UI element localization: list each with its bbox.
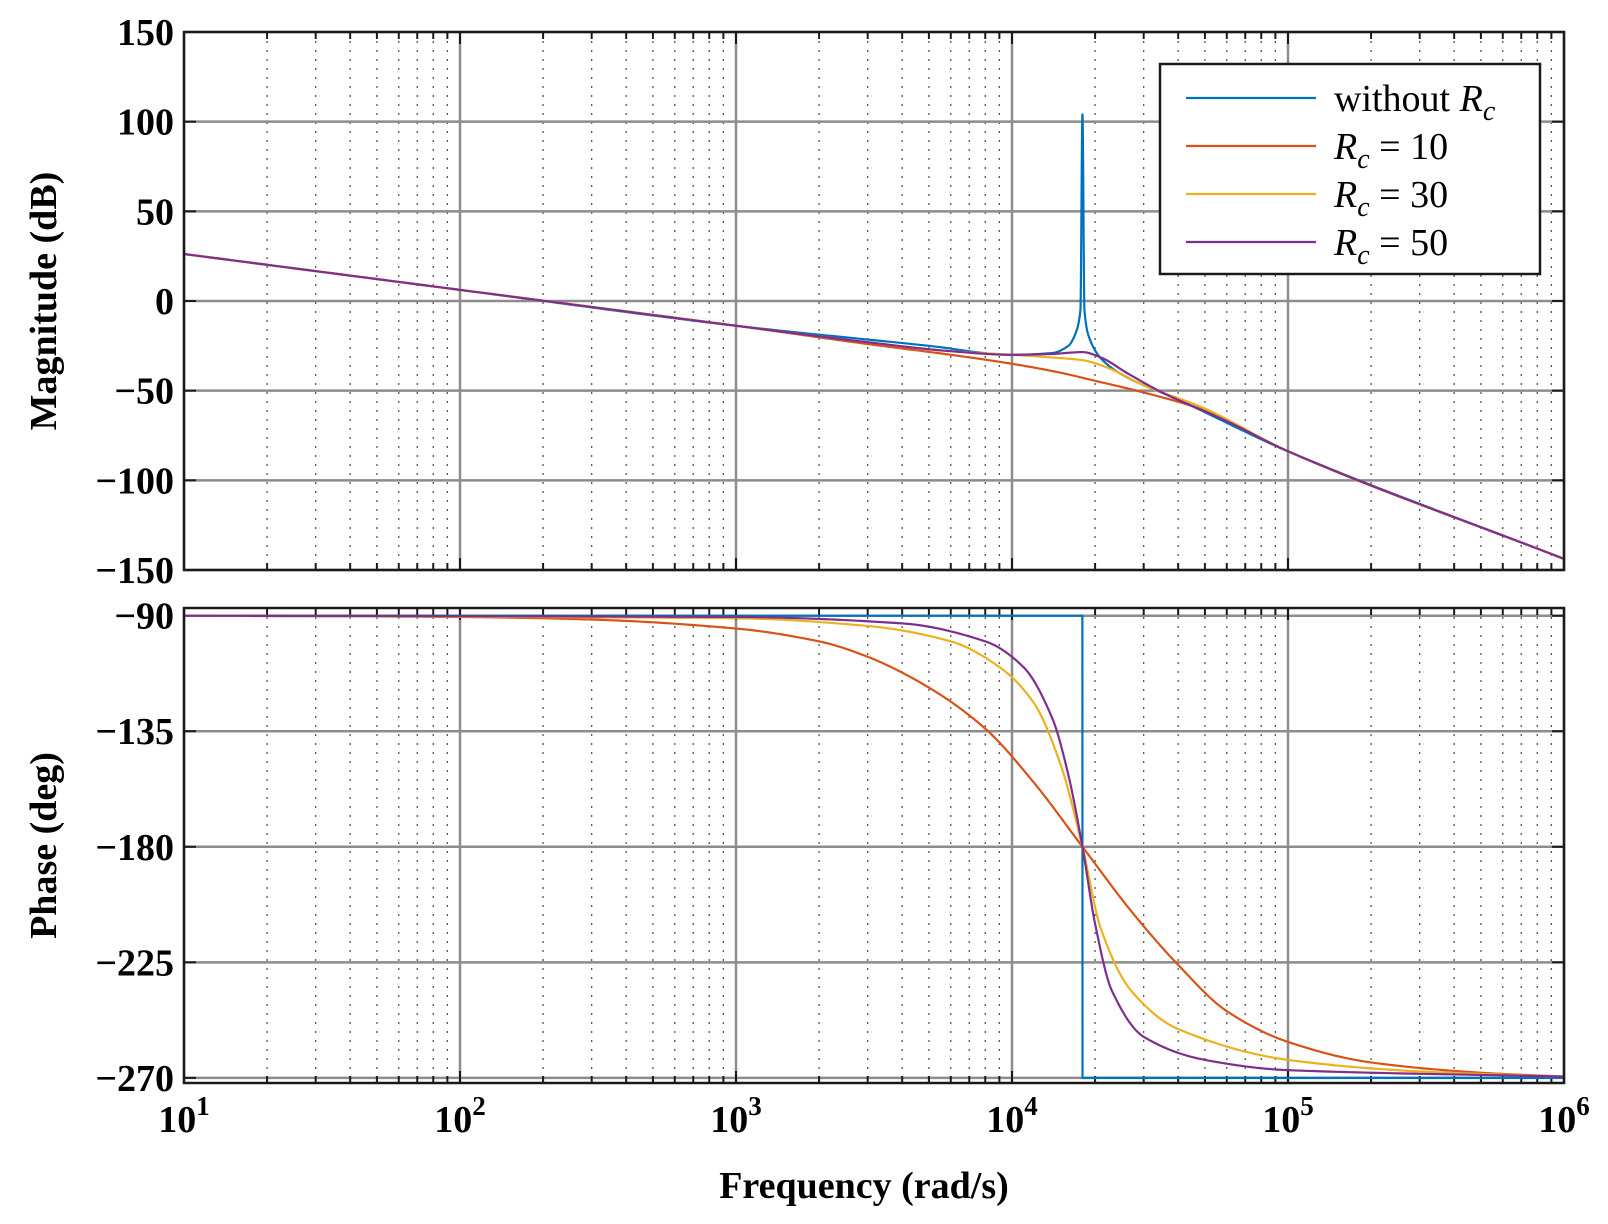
legend-entry: Rc = 30: [1333, 174, 1448, 223]
phase-line-series-3: [184, 614, 1564, 1078]
magnitude-y-tick-label: 50: [136, 191, 174, 233]
x-axis: 101 102 103 104 105 106 Frequency (rad/s): [158, 1091, 1590, 1207]
x-tick-label: 106: [1538, 1091, 1590, 1141]
magnitude-y-tick-label: −150: [95, 550, 174, 592]
phase-y-tick-label: −90: [114, 596, 174, 638]
x-tick-label: 101: [158, 1091, 210, 1141]
phase-series-group: [184, 614, 1564, 1079]
legend-entry: Rc = 10: [1333, 126, 1448, 175]
phase-y-tick-label: −135: [95, 711, 174, 753]
legend-entry: without Rc: [1334, 78, 1496, 127]
phase-y-tick-label: −180: [95, 827, 174, 869]
x-tick-label: 102: [434, 1091, 486, 1141]
phase-line-series-2: [184, 614, 1564, 1078]
x-tick-label: 105: [1262, 1091, 1314, 1141]
magnitude-frame: [182, 30, 1566, 572]
magnitude-series-group: [184, 113, 1564, 560]
x-tick-label: 104: [986, 1091, 1038, 1141]
magnitude-y-tick-label: 100: [117, 102, 174, 144]
x-tick-label: 103: [710, 1091, 762, 1141]
phase-panel: −90 −135 −180 −225 −270 Phase (deg): [23, 596, 1566, 1100]
magnitude-ylabel: Magnitude (dB): [23, 172, 65, 431]
phase-ylabel: Phase (deg): [23, 752, 65, 939]
magnitude-y-tick-label: −100: [95, 460, 174, 502]
magnitude-y-tick-label: −50: [114, 371, 174, 413]
magnitude-y-tick-label: 150: [117, 12, 174, 54]
phase-frame: [182, 606, 1566, 1085]
x-axis-label: Frequency (rad/s): [719, 1165, 1009, 1207]
magnitude-y-tick-label: 0: [155, 281, 174, 323]
legend-entry: Rc = 50: [1333, 222, 1448, 271]
phase-y-tick-label: −270: [95, 1058, 174, 1100]
phase-plot-area: [184, 608, 1564, 1083]
phase-y-tick-label: −225: [95, 942, 174, 984]
magnitude-line-series-3: [184, 252, 1564, 560]
phase-line-series-1: [184, 614, 1564, 1078]
